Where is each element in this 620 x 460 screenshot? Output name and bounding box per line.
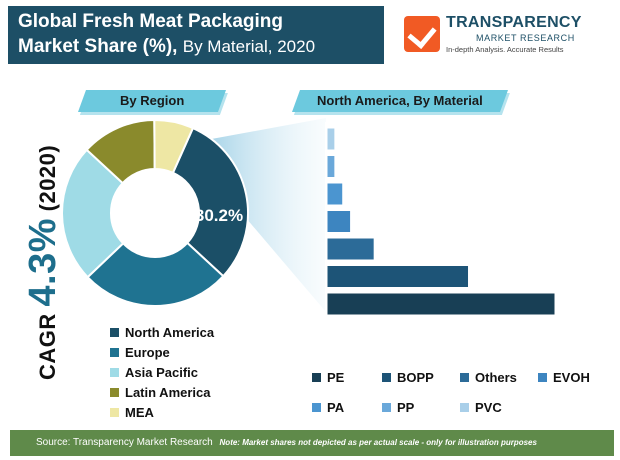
legend-swatch-pp — [382, 403, 391, 412]
legend-item-evoh: EVOH — [538, 370, 590, 385]
legend-label-others: Others — [475, 370, 517, 385]
legend-item-bopp: BOPP — [382, 370, 434, 385]
brand-logo: TRANSPARENCY MARKET RESEARCH In-depth An… — [404, 12, 614, 58]
footer-source: Source: Transparency Market Research — [36, 437, 213, 448]
legend-label-asia-pacific: Asia Pacific — [125, 364, 198, 380]
legend-label-latin-america: Latin America — [125, 384, 211, 400]
page-title: Global Fresh Meat Packaging — [18, 11, 284, 32]
logo-mark-icon — [404, 16, 440, 52]
chart-canvas: 30.2% — [61, 118, 556, 316]
legend-label-evoh: EVOH — [553, 370, 590, 385]
page-subtitle: Market Share (%), By Material, 2020 — [18, 34, 374, 60]
legend-swatch-pa — [312, 403, 321, 412]
legend-swatch-pe — [312, 373, 321, 382]
legend-item-pa: PA — [312, 400, 344, 415]
bar-pe — [326, 292, 556, 316]
legend-item-others: Others — [460, 370, 517, 385]
legend-item-mea: MEA — [110, 402, 214, 422]
legend-swatch-asia-pacific — [110, 367, 119, 377]
logo-sub: MARKET RESEARCH — [476, 33, 575, 43]
pie-slice-north-america — [171, 126, 249, 278]
legend-item-asia-pacific: Asia Pacific — [110, 362, 214, 382]
bar-others — [326, 237, 375, 261]
footer-bar: Source: Transparency Market Research Not… — [10, 430, 614, 456]
title-banner: Global Fresh Meat Packaging Market Share… — [8, 6, 384, 64]
subtitle-bold: Market Share (%), — [18, 36, 178, 57]
legend-swatch-europe — [110, 347, 119, 357]
bar-bopp — [326, 265, 470, 288]
legend-swatch-pvc — [460, 403, 469, 412]
pie-slice-europe — [86, 241, 225, 307]
region-legend: North America Europe Asia Pacific Latin … — [110, 322, 214, 422]
pie-slice-asia-pacific — [61, 148, 125, 279]
legend-swatch-evoh — [538, 373, 547, 382]
logo-tagline: In-depth Analysis. Accurate Results — [446, 45, 564, 54]
bar-evoh — [326, 210, 352, 233]
legend-swatch-north-america — [110, 327, 119, 337]
legend-item-pvc: PVC — [460, 400, 502, 415]
legend-item-latin-america: Latin America — [110, 382, 214, 402]
legend-label-pa: PA — [327, 400, 345, 415]
footer-note: Note: Market shares not depicted as per … — [219, 438, 537, 447]
bar-pp — [326, 155, 336, 178]
legend-item-pp: PP — [382, 400, 414, 415]
legend-item-pe: PE — [312, 370, 344, 385]
legend-label-pe: PE — [327, 370, 345, 385]
legend-label-mea: MEA — [125, 404, 154, 420]
legend-swatch-mea — [110, 407, 119, 417]
legend-label-europe: Europe — [125, 344, 170, 360]
legend-label-north-america: North America — [125, 324, 215, 340]
legend-item-north-america: North America — [110, 322, 214, 342]
legend-swatch-latin-america — [110, 387, 119, 397]
material-bar-chart — [326, 127, 556, 316]
legend-item-europe: Europe — [110, 342, 214, 362]
legend-label-pvc: PVC — [475, 400, 502, 415]
subtitle-rest: By Material, 2020 — [182, 37, 316, 56]
legend-label-pp: PP — [397, 400, 415, 415]
region-donut-chart — [61, 118, 249, 307]
pie-data-label: 30.2% — [195, 206, 243, 225]
legend-swatch-others — [460, 373, 469, 382]
bar-pa — [326, 182, 344, 206]
legend-label-bopp: BOPP — [397, 370, 434, 385]
logo-name: TRANSPARENCY — [446, 14, 582, 31]
pie-slice-mea — [153, 119, 195, 175]
bar-pvc — [326, 127, 336, 151]
legend-swatch-bopp — [382, 373, 391, 382]
